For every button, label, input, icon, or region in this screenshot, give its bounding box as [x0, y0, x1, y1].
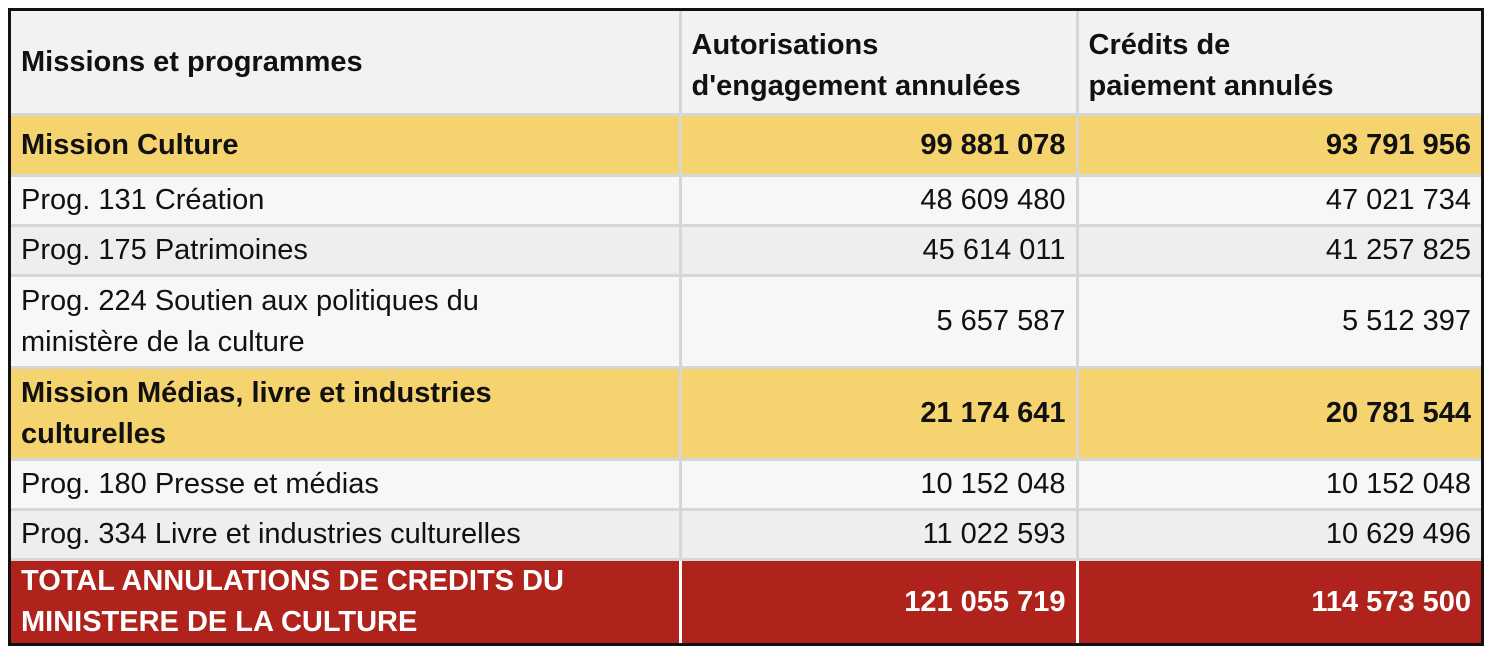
row-cp-value: 20 781 544	[1075, 366, 1481, 461]
header-missions-programmes: Missions et programmes	[11, 11, 682, 116]
row-label: Prog. 180 Presse et médias	[11, 458, 682, 511]
row-label: Prog. 175 Patrimoines	[11, 224, 682, 277]
row-ae-value: 99 881 078	[678, 113, 1079, 177]
row-label: Prog. 131 Création	[11, 174, 682, 227]
header-col1-label: Missions et programmes	[21, 45, 363, 78]
total-label: TOTAL ANNULATIONS DE CREDITS DU MINISTER…	[11, 558, 682, 643]
credits-annulation-table: Missions et programmes Autorisations d'e…	[11, 11, 1481, 643]
total-ae-value: 121 055 719	[678, 558, 1079, 643]
table-row-prog-334: Prog. 334 Livre et industries culturelle…	[11, 508, 1481, 561]
row-label-line1: Mission Médias, livre et industries	[21, 376, 492, 409]
row-cp-value: 41 257 825	[1075, 224, 1481, 277]
row-cp-value: 93 791 956	[1075, 113, 1481, 177]
row-label-line1: Prog. 224 Soutien aux politiques du	[21, 284, 479, 317]
row-ae-value: 48 609 480	[678, 174, 1079, 227]
total-label-line2: MINISTERE DE LA CULTURE	[21, 606, 418, 638]
row-cp-value: 10 629 496	[1075, 508, 1481, 561]
table-row-mission-culture: Mission Culture 99 881 078 93 791 956	[11, 113, 1481, 177]
table-row-total: TOTAL ANNULATIONS DE CREDITS DU MINISTER…	[11, 558, 1481, 643]
credits-table-frame: Missions et programmes Autorisations d'e…	[8, 8, 1484, 646]
total-cp-value: 114 573 500	[1075, 558, 1481, 643]
total-label-line1: TOTAL ANNULATIONS DE CREDITS DU	[21, 565, 564, 597]
table-row-prog-175: Prog. 175 Patrimoines 45 614 011 41 257 …	[11, 224, 1481, 277]
table-header-row: Missions et programmes Autorisations d'e…	[11, 11, 1481, 116]
row-ae-value: 11 022 593	[678, 508, 1079, 561]
row-ae-value: 5 657 587	[678, 274, 1079, 369]
header-col3-line2: paiement annulés	[1088, 70, 1334, 102]
header-col2-line1: Autorisations	[691, 29, 879, 61]
row-label: Mission Culture	[11, 113, 682, 177]
table-row-prog-224: Prog. 224 Soutien aux politiques du mini…	[11, 274, 1481, 369]
row-label: Prog. 334 Livre et industries culturelle…	[11, 508, 682, 561]
table-row-mission-medias: Mission Médias, livre et industries cult…	[11, 366, 1481, 461]
row-cp-value: 5 512 397	[1075, 274, 1481, 369]
header-autorisations-engagement: Autorisations d'engagement annulées	[678, 11, 1079, 116]
row-cp-value: 47 021 734	[1075, 174, 1481, 227]
row-ae-value: 21 174 641	[678, 366, 1079, 461]
row-cp-value: 10 152 048	[1075, 458, 1481, 511]
row-label-line2: ministère de la culture	[21, 325, 305, 358]
table-row-prog-180: Prog. 180 Presse et médias 10 152 048 10…	[11, 458, 1481, 511]
row-label: Mission Médias, livre et industries cult…	[11, 366, 682, 461]
row-label: Prog. 224 Soutien aux politiques du mini…	[11, 274, 682, 369]
row-ae-value: 45 614 011	[678, 224, 1079, 277]
header-col3-line1: Crédits de	[1088, 29, 1231, 61]
header-col2-line2: d'engagement annulées	[691, 70, 1021, 102]
row-ae-value: 10 152 048	[678, 458, 1079, 511]
row-label-line2: culturelles	[21, 417, 167, 450]
table-row-prog-131: Prog. 131 Création 48 609 480 47 021 734	[11, 174, 1481, 227]
header-credits-paiement: Crédits de paiement annulés	[1075, 11, 1481, 116]
